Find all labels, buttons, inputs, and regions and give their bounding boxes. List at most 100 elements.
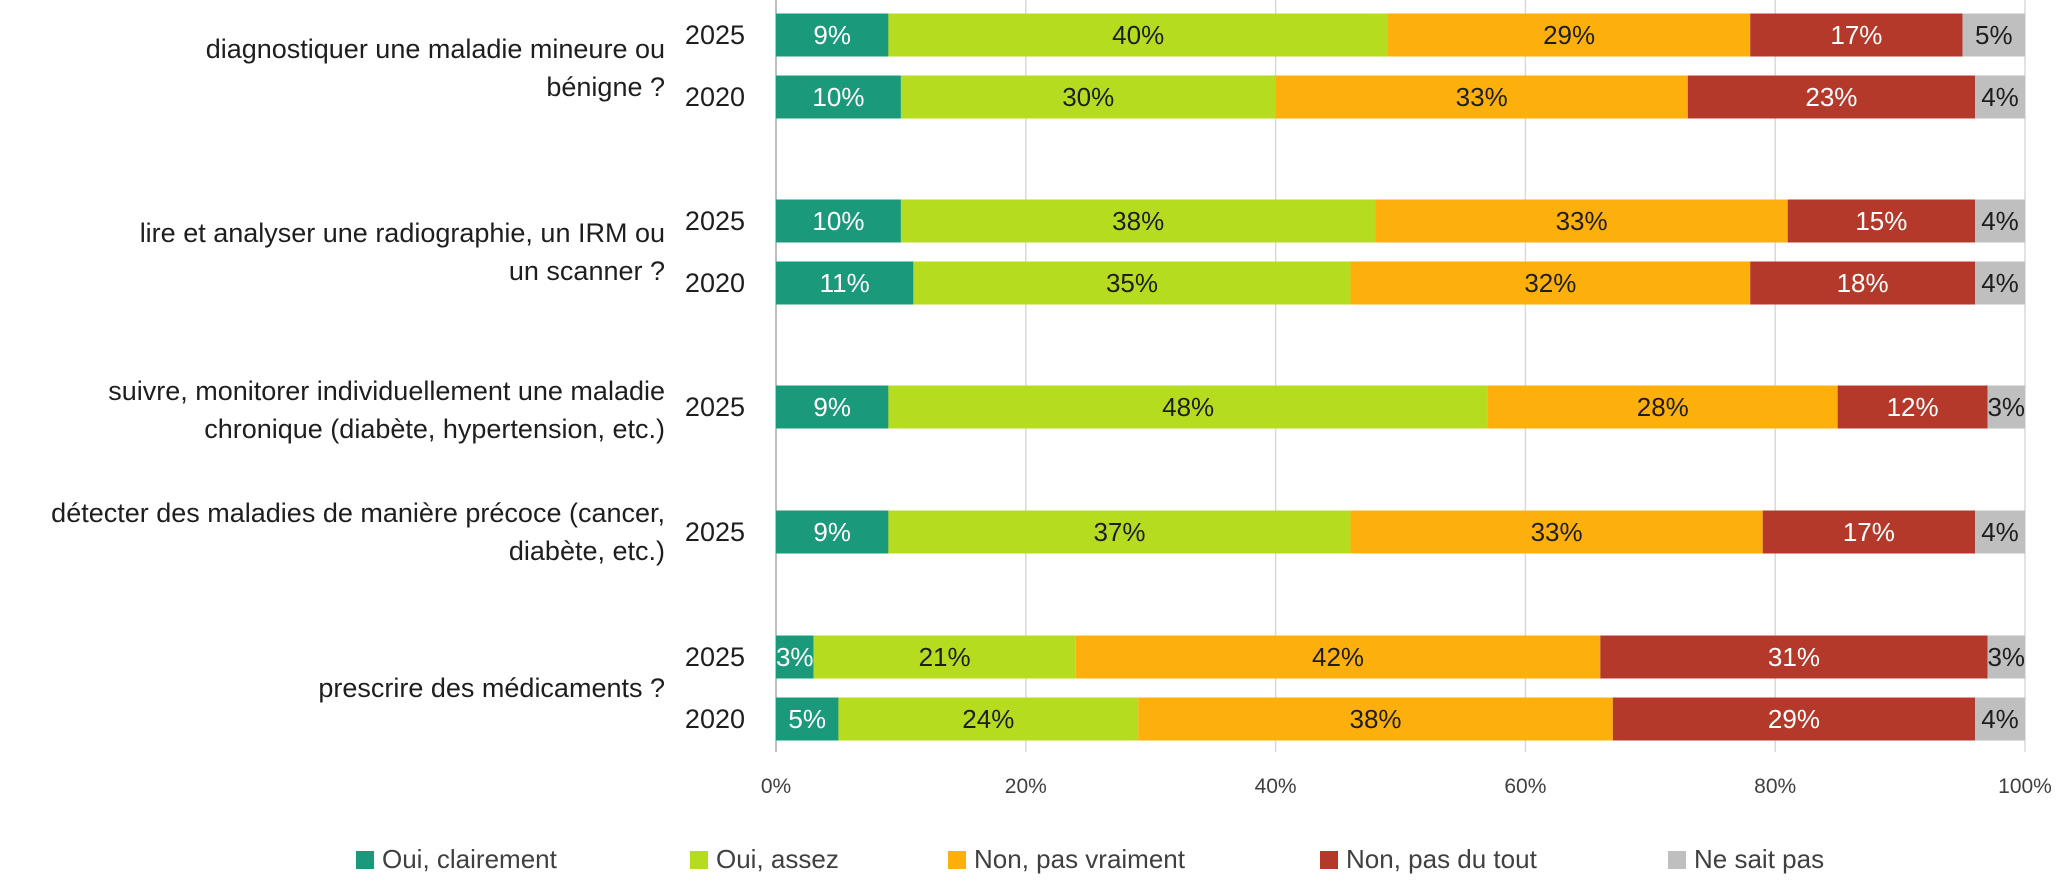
bar-segment [1975, 199, 2025, 243]
data-label: 9% [813, 20, 851, 50]
bar-segment [888, 510, 1351, 554]
year-label: 2025 [685, 642, 745, 672]
bar-segment [776, 261, 914, 305]
data-label: 10% [812, 206, 864, 236]
year-label: 2025 [685, 206, 745, 236]
bar-segment [900, 75, 1276, 119]
year-label: 2020 [685, 268, 745, 298]
legend-swatch [1668, 851, 1686, 869]
data-label: 4% [1981, 82, 2019, 112]
year-label: 2025 [685, 20, 745, 50]
data-label: 37% [1093, 517, 1145, 547]
bar-segment [1975, 261, 2025, 305]
legend-label: Oui, clairement [382, 844, 558, 874]
bar-segment [1837, 385, 1988, 429]
category-label: chronique (diabète, hypertension, etc.) [204, 414, 665, 444]
bar-segment [900, 199, 1376, 243]
data-label: 9% [813, 517, 851, 547]
data-label: 23% [1805, 82, 1857, 112]
year-label: 2025 [685, 517, 745, 547]
bar-segment [1612, 697, 1976, 741]
legend-swatch [690, 851, 708, 869]
category-label: un scanner ? [509, 256, 665, 286]
bar-segment [1750, 13, 1963, 57]
data-label: 15% [1855, 206, 1907, 236]
data-label: 28% [1637, 392, 1689, 422]
bar-segment [1962, 13, 2025, 57]
category-label: lire et analyser une radiographie, un IR… [140, 218, 665, 248]
data-label: 11% [820, 268, 870, 298]
bar-segment [1787, 199, 1976, 243]
bar-segment [1075, 635, 1601, 679]
legend-label: Oui, assez [716, 844, 839, 874]
data-label: 4% [1981, 517, 2019, 547]
year-label: 2020 [685, 82, 745, 112]
bar-segment [776, 510, 889, 554]
data-label: 40% [1112, 20, 1164, 50]
data-label: 5% [1975, 20, 2013, 50]
legend-swatch [1320, 851, 1338, 869]
year-label: 2025 [685, 392, 745, 422]
data-label: 4% [1981, 206, 2019, 236]
bar-segment [1687, 75, 1976, 119]
data-label: 24% [962, 704, 1014, 734]
data-label: 29% [1543, 20, 1595, 50]
data-label: 38% [1349, 704, 1401, 734]
x-tick-label: 80% [1754, 775, 1796, 798]
data-label: 42% [1312, 642, 1364, 672]
bar-segment [776, 199, 901, 243]
data-label: 31% [1768, 642, 1820, 672]
data-label: 29% [1768, 704, 1820, 734]
bar-segment [888, 13, 1389, 57]
x-tick-label: 60% [1504, 775, 1546, 798]
data-label: 33% [1456, 82, 1508, 112]
data-label: 48% [1162, 392, 1214, 422]
legend-label: Ne sait pas [1694, 844, 1824, 874]
legend-swatch [356, 851, 374, 869]
x-tick-label: 40% [1255, 775, 1297, 798]
data-label: 3% [1987, 392, 2025, 422]
bar-segment [1987, 385, 2025, 429]
data-label: 5% [788, 704, 826, 734]
bar-segment [1600, 635, 1988, 679]
category-label: diabète, etc.) [509, 536, 665, 566]
x-tick-label: 100% [1998, 775, 2052, 798]
category-label: prescrire des médicaments ? [318, 673, 665, 703]
bar-segment [1350, 510, 1763, 554]
legend-swatch [948, 851, 966, 869]
bar-segment [1138, 697, 1613, 741]
bar-segment [1388, 13, 1751, 57]
legend-label: Non, pas du tout [1346, 844, 1538, 874]
bar-segment [1275, 75, 1688, 119]
bar-segment [1375, 199, 1788, 243]
data-label: 33% [1556, 206, 1608, 236]
x-tick-label: 20% [1005, 775, 1047, 798]
bar-segment [913, 261, 1351, 305]
data-label: 38% [1112, 206, 1164, 236]
category-label: diagnostiquer une maladie mineure ou [206, 34, 665, 64]
category-label: suivre, monitorer individuellement une m… [108, 376, 665, 406]
data-label: 12% [1887, 392, 1939, 422]
category-label: bénigne ? [546, 72, 665, 102]
data-label: 21% [919, 642, 971, 672]
data-label: 3% [776, 642, 814, 672]
bar-segment [776, 385, 889, 429]
year-label: 2020 [685, 704, 745, 734]
bar-segment [1750, 261, 1976, 305]
data-label: 17% [1843, 517, 1895, 547]
bar-segment [776, 13, 889, 57]
bar-segment [1975, 75, 2025, 119]
bar-segment [776, 697, 839, 741]
bar-segment [776, 75, 901, 119]
bar-segment [1487, 385, 1838, 429]
data-label: 17% [1830, 20, 1882, 50]
bar-segment [838, 697, 1139, 741]
bar-segment [1975, 510, 2025, 554]
bar-segment [1350, 261, 1751, 305]
bar-segment [1762, 510, 1976, 554]
x-tick-label: 0% [761, 775, 791, 798]
data-label: 35% [1106, 268, 1158, 298]
data-label: 30% [1062, 82, 1114, 112]
